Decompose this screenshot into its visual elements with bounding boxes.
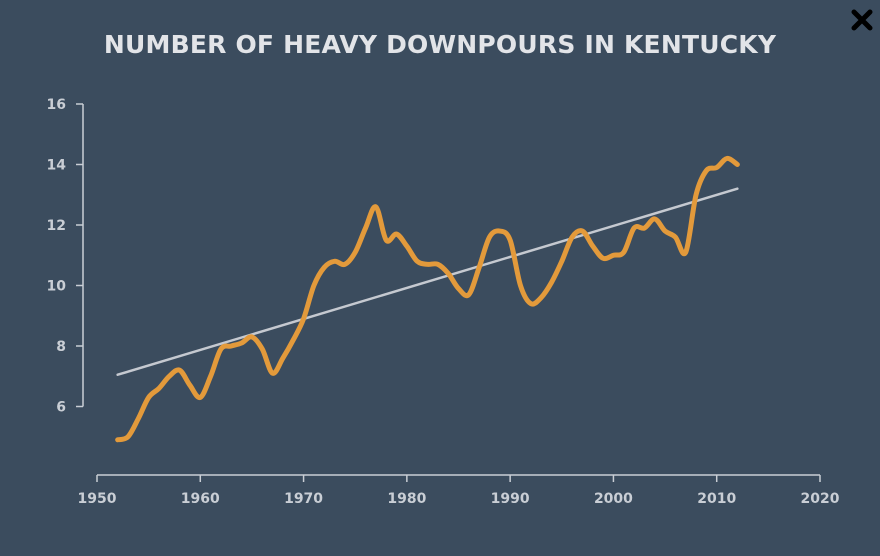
y-tick-label: 10 xyxy=(47,279,67,295)
y-tick-label: 14 xyxy=(47,158,67,174)
x-tick-label: 1950 xyxy=(78,491,117,507)
trend-line xyxy=(116,187,739,376)
y-tick-label: 12 xyxy=(47,218,66,234)
y-tick-label: 16 xyxy=(47,97,66,113)
x-tick-label: 2010 xyxy=(697,491,736,507)
chart-title: NUMBER OF HEAVY DOWNPOURS IN KENTUCKY xyxy=(103,30,777,59)
x-tick-label: 2000 xyxy=(594,491,633,507)
x-tick-label: 1970 xyxy=(284,491,323,507)
downpours-series-line xyxy=(115,155,740,443)
x-tick-label: 1960 xyxy=(181,491,220,507)
x-tick-label: 2020 xyxy=(801,491,840,507)
y-tick-label: 6 xyxy=(56,400,66,416)
close-icon[interactable] xyxy=(850,8,874,32)
x-tick-label: 1990 xyxy=(491,491,530,507)
x-tick-label: 1980 xyxy=(387,491,426,507)
y-tick-label: 8 xyxy=(56,339,66,355)
